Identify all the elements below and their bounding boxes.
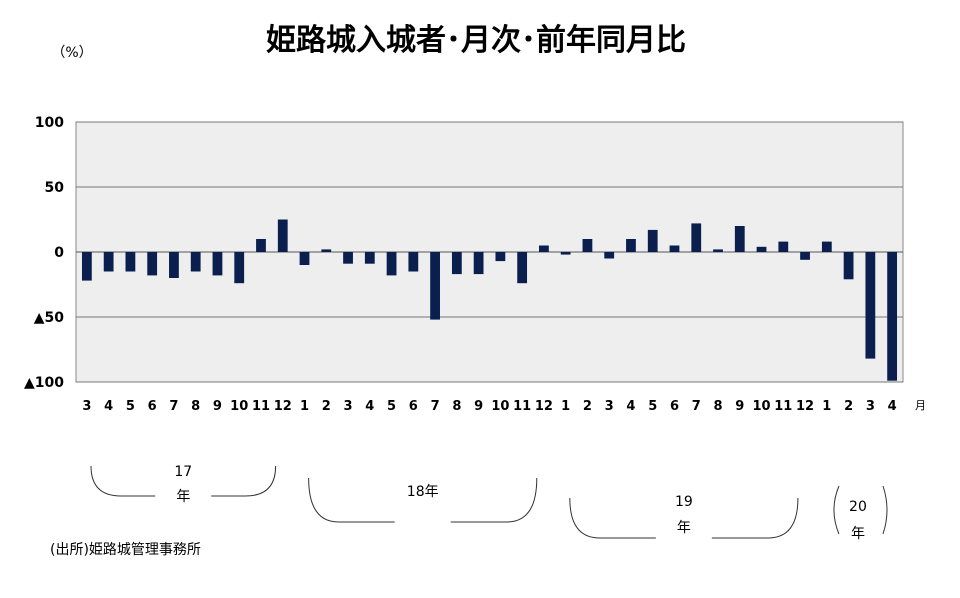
bar <box>560 252 571 255</box>
bar <box>386 252 397 276</box>
bar <box>169 252 179 278</box>
bar <box>103 252 114 272</box>
year-bracket <box>90 465 277 497</box>
year-number: 17 <box>174 464 192 480</box>
bar <box>473 252 484 275</box>
year-suffix: 年 <box>677 520 691 536</box>
x-tick-label: 6 <box>670 399 679 414</box>
bar <box>277 219 288 252</box>
year-number: 19 <box>675 494 693 510</box>
y-tick-label: ▲50 <box>34 310 65 326</box>
x-tick-label: 10 <box>230 399 248 414</box>
x-tick-label: 5 <box>648 399 657 414</box>
year-label: 18年 <box>407 484 439 500</box>
bar <box>647 229 658 252</box>
y-tick-label: 100 <box>35 115 64 131</box>
bar <box>299 252 310 265</box>
x-tick-label: 3 <box>866 399 875 414</box>
x-tick-label: 3 <box>605 399 614 414</box>
year-suffix: 年 <box>851 526 865 542</box>
x-tick-label: 3 <box>82 399 91 414</box>
bar <box>234 252 245 284</box>
bar <box>865 252 876 359</box>
bar <box>691 223 702 252</box>
bar <box>582 239 593 252</box>
x-tick-label: 2 <box>322 399 331 414</box>
x-tick-label: 12 <box>274 399 292 414</box>
bar <box>756 246 767 252</box>
bar <box>843 252 854 280</box>
x-tick-label: 5 <box>126 399 135 414</box>
x-tick-label: 9 <box>474 399 483 414</box>
bar <box>887 252 898 381</box>
bar <box>408 252 419 272</box>
x-tick-label: 11 <box>252 399 270 414</box>
year-bracket <box>308 477 538 523</box>
bar <box>147 252 158 276</box>
year-bracket <box>833 485 888 535</box>
x-tick-label: 3 <box>344 399 353 414</box>
bar <box>604 252 615 259</box>
year-suffix: 年 <box>176 489 190 505</box>
bar <box>212 252 223 276</box>
source-note: (出所)姫路城管理事務所 <box>50 542 201 558</box>
y-tick-label: 50 <box>45 180 65 196</box>
bar <box>821 241 832 252</box>
bar <box>495 252 506 262</box>
x-tick-label: 4 <box>104 399 113 414</box>
x-tick-label: 10 <box>491 399 509 414</box>
bar <box>539 245 549 252</box>
x-tick-label: 9 <box>735 399 744 414</box>
bar <box>430 252 440 320</box>
x-tick-label: 2 <box>583 399 592 414</box>
bar <box>321 249 332 252</box>
x-unit-label: 月 <box>915 399 926 412</box>
x-tick-label: 7 <box>169 399 178 414</box>
x-tick-label: 11 <box>774 399 792 414</box>
y-tick-label: 0 <box>54 245 64 261</box>
x-tick-label: 7 <box>431 399 440 414</box>
x-tick-label: 8 <box>713 399 722 414</box>
x-tick-label: 9 <box>213 399 222 414</box>
x-tick-label: 6 <box>148 399 157 414</box>
x-tick-label: 1 <box>300 399 309 414</box>
x-tick-label: 6 <box>409 399 418 414</box>
chart-title: 姫路城入城者･月次･前年同月比 <box>266 23 686 58</box>
x-tick-label: 1 <box>822 399 831 414</box>
bar <box>451 252 462 275</box>
x-tick-label: 11 <box>513 399 531 414</box>
x-tick-label: 8 <box>191 399 200 414</box>
bar <box>364 252 375 264</box>
y-tick-label: ▲100 <box>24 375 64 391</box>
bar <box>778 241 789 252</box>
x-tick-label: 4 <box>626 399 635 414</box>
bar <box>669 245 680 252</box>
bar <box>81 252 92 281</box>
x-tick-label: 7 <box>692 399 701 414</box>
year-bracket <box>569 497 799 539</box>
bar <box>517 252 528 284</box>
x-tick-label: 4 <box>365 399 374 414</box>
bar <box>190 252 201 272</box>
bar <box>125 252 136 272</box>
x-tick-label: 12 <box>535 399 553 414</box>
x-tick-label: 1 <box>561 399 570 414</box>
bar <box>734 226 745 252</box>
bar <box>800 252 810 260</box>
bar <box>713 249 723 252</box>
bar <box>626 239 636 252</box>
x-tick-label: 8 <box>452 399 461 414</box>
bar <box>343 252 353 264</box>
bar <box>256 239 266 252</box>
x-tick-label: 2 <box>844 399 853 414</box>
x-tick-label: 10 <box>752 399 770 414</box>
unit-label: （%） <box>51 45 92 61</box>
x-tick-label: 5 <box>387 399 396 414</box>
x-tick-label: 12 <box>796 399 814 414</box>
x-tick-label: 4 <box>888 399 897 414</box>
year-number: 20 <box>849 499 867 515</box>
